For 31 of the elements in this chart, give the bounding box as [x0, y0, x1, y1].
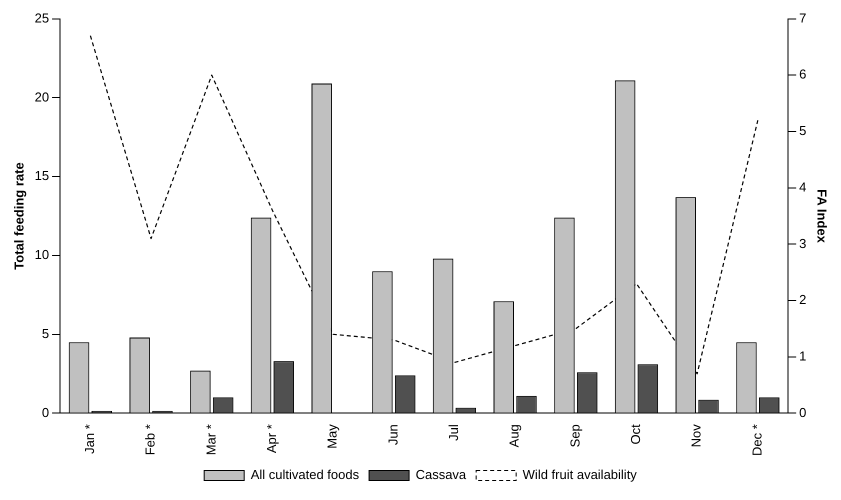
- y2-tick-label: 0: [799, 404, 806, 420]
- x-tick-label: Jan *: [82, 424, 97, 454]
- y-tick-label: 25: [34, 10, 50, 26]
- y2-tick-label: 2: [799, 292, 806, 308]
- x-tick-label: Feb *: [142, 424, 158, 456]
- legend-label: Cassava: [416, 467, 467, 482]
- x-tick-label: Aug: [506, 424, 522, 448]
- y2-tick-label: 5: [799, 123, 806, 138]
- x-tick-label: Mar *: [203, 424, 218, 456]
- x-tick-label: May: [324, 424, 340, 449]
- y2-axis-title: FA Index: [814, 189, 830, 244]
- x-tick-label: Jun: [385, 424, 400, 446]
- x-tick-label: Sep: [567, 424, 582, 448]
- x-tick-label: Jul: [446, 424, 462, 441]
- y-tick-label: 5: [42, 326, 50, 341]
- x-tick-label: Apr *: [264, 424, 280, 454]
- y-tick-label: 15: [34, 168, 50, 184]
- y-tick-label: 10: [34, 247, 50, 262]
- y2-tick-label: 7: [799, 10, 806, 26]
- y2-tick-label: 3: [799, 236, 806, 251]
- x-tick-label: Nov: [688, 424, 704, 448]
- y2-tick-label: 1: [799, 348, 806, 364]
- y-tick-label: 20: [34, 89, 50, 104]
- x-tick-label: Dec *: [749, 424, 764, 456]
- legend-label: All cultivated foods: [250, 467, 360, 482]
- y-tick-label: 0: [42, 404, 50, 420]
- x-tick-label: Oct: [628, 424, 644, 444]
- y-axis-title: Total feeding rate: [11, 162, 26, 270]
- y2-tick-label: 4: [799, 179, 806, 194]
- y2-tick-label: 6: [799, 66, 806, 82]
- legend-label: Wild fruit availability: [522, 467, 638, 482]
